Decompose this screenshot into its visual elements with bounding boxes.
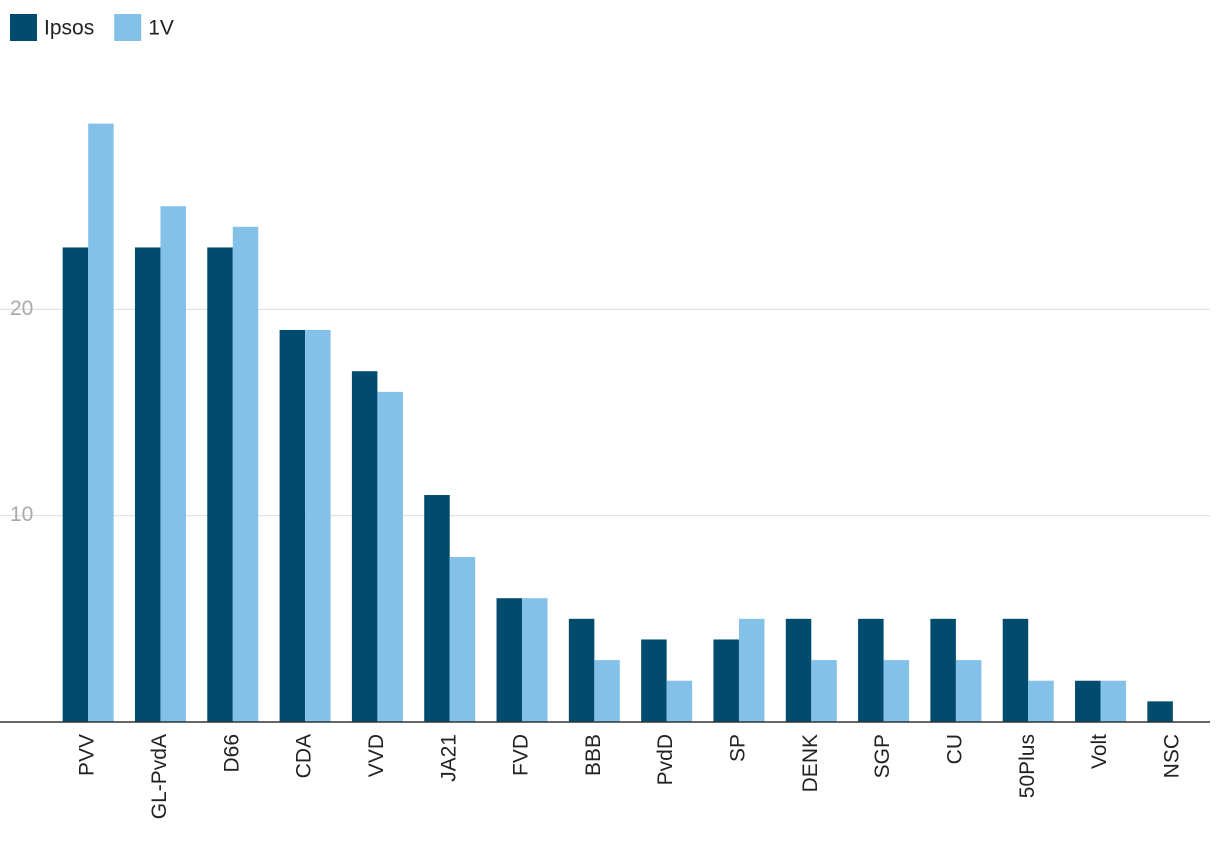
- bar: [377, 391, 403, 722]
- legend-label: Ipsos: [44, 17, 94, 40]
- bar: [351, 371, 378, 722]
- bar: [305, 329, 331, 722]
- bar: [232, 226, 259, 723]
- bar: [785, 618, 812, 722]
- x-tick-label: CU: [943, 734, 966, 764]
- x-tick-label: CDA: [293, 734, 316, 778]
- bar: [207, 247, 233, 722]
- bar: [496, 598, 523, 722]
- bar: [568, 618, 595, 722]
- x-tick-label: GL-PvdA: [148, 734, 171, 819]
- bar: [955, 660, 982, 722]
- x-tick-label: PvdD: [654, 734, 677, 785]
- x-tick-label: 50Plus: [1016, 734, 1039, 798]
- bar: [134, 247, 161, 722]
- x-tick-label: SP: [727, 734, 750, 762]
- bar: [641, 639, 667, 722]
- x-tick-label: PVV: [76, 734, 99, 776]
- x-tick-label: BBB: [582, 734, 605, 776]
- bar: [1002, 618, 1029, 722]
- legend-swatch: [114, 14, 142, 41]
- bar: [858, 618, 884, 722]
- bar: [883, 660, 910, 722]
- bar: [279, 329, 306, 722]
- bar: [1028, 680, 1054, 722]
- x-tick-label: D66: [220, 734, 243, 773]
- x-tick-label: JA21: [437, 734, 460, 782]
- x-tick-label: SGP: [871, 734, 894, 778]
- x-tick-label: DENK: [799, 734, 822, 792]
- legend-label: 1V: [148, 17, 174, 40]
- bar: [666, 680, 693, 722]
- bar: [522, 598, 548, 722]
- bar: [1147, 701, 1173, 722]
- y-tick-label: 20: [10, 297, 33, 320]
- bar: [160, 206, 186, 722]
- bar: [738, 618, 765, 722]
- bar: [62, 247, 89, 722]
- bar: [1075, 680, 1101, 722]
- bar: [713, 639, 739, 722]
- bar: [930, 618, 956, 722]
- y-tick-label: 10: [10, 503, 33, 526]
- bar: [424, 495, 450, 722]
- x-tick-label: VVD: [365, 734, 388, 777]
- legend-swatch: [10, 14, 37, 41]
- bar: [449, 556, 476, 722]
- bar: [88, 123, 114, 723]
- bar: [811, 660, 837, 722]
- bar: [594, 660, 620, 722]
- x-tick-label: Volt: [1088, 734, 1111, 769]
- x-tick-label: FVD: [510, 734, 533, 776]
- x-tick-label: NSC: [1160, 734, 1183, 778]
- bar: [1100, 680, 1127, 722]
